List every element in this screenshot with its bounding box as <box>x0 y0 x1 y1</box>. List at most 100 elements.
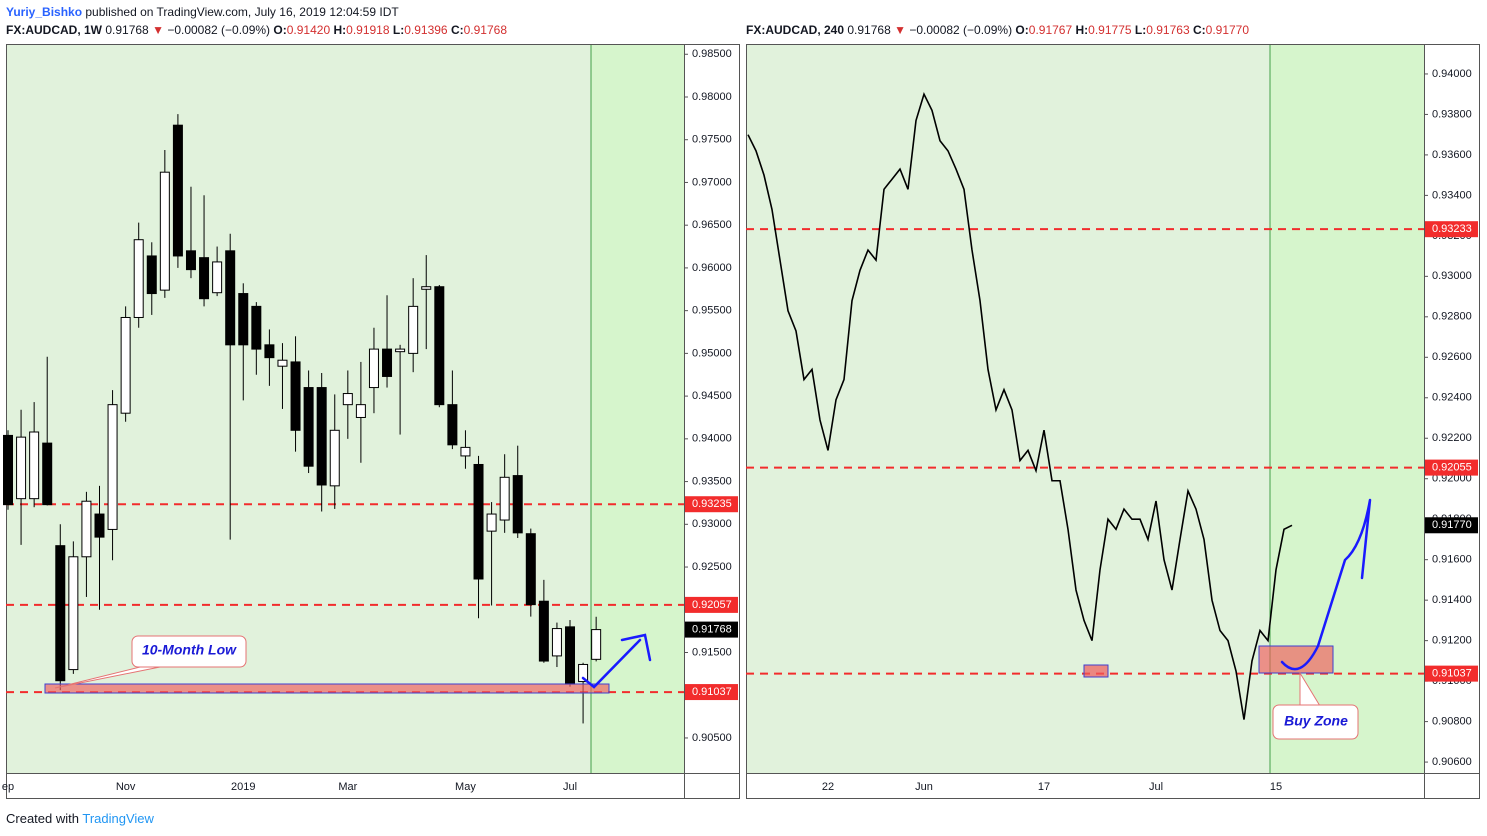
ohlc-value: 0.91775 <box>1088 23 1132 37</box>
level-label-box <box>685 496 738 513</box>
candle-body <box>251 305 262 350</box>
price-line <box>747 92 1293 720</box>
y-tick-label: 0.93000 <box>692 518 732 530</box>
candle-body <box>212 261 223 294</box>
x-tick-label: Jul <box>1149 781 1163 793</box>
brand[interactable]: TradingView <box>82 811 154 826</box>
candle-body <box>368 348 379 389</box>
y-tick-label: 0.90500 <box>692 732 732 744</box>
y-tick-label: 0.97500 <box>692 134 732 146</box>
candle-body <box>264 344 275 359</box>
projection-arrow <box>581 633 652 689</box>
candle-body <box>434 286 445 406</box>
y-tick-label: 0.98500 <box>692 48 732 60</box>
candle-body <box>55 545 66 682</box>
candle-body <box>225 250 236 346</box>
ohlc-value: 0.91918 <box>346 23 390 37</box>
candle-body <box>316 387 327 486</box>
candle-body <box>447 404 458 446</box>
direction: ▼ <box>894 23 906 37</box>
future-zone <box>591 44 684 773</box>
x-tick-label: 22 <box>822 781 834 793</box>
candle-body <box>16 436 27 500</box>
y-tick-label: 0.91500 <box>692 646 732 658</box>
ohlc-key: O: <box>1015 23 1029 37</box>
callout-text: Buy Zone <box>1284 713 1348 729</box>
y-tick-label: 0.91600 <box>1432 554 1472 566</box>
candle-body <box>29 431 40 500</box>
y-tick-label: 0.92800 <box>1432 311 1472 323</box>
chart-frame <box>746 44 1480 799</box>
candle-body <box>591 629 602 660</box>
y-tick-label: 0.96000 <box>692 262 732 274</box>
candle-body <box>525 533 536 606</box>
direction: ▼ <box>152 23 164 37</box>
info-line: FX:AUDCAD, 1W 0.91768 ▼ −0.00082 (−0.09%… <box>6 23 507 37</box>
candle-body <box>3 434 13 506</box>
level-label: 0.93233 <box>1432 223 1472 235</box>
level-label: 0.92057 <box>692 599 732 611</box>
callout-text: 10-Month Low <box>142 642 237 658</box>
publish-line: Yuriy_Bishko published on TradingView.co… <box>6 5 399 19</box>
candle-body <box>107 404 118 530</box>
ohlc-key: L: <box>1134 23 1147 37</box>
x-tick-label: May <box>455 781 476 793</box>
ohlc-key: O: <box>273 23 287 37</box>
chart-frame <box>6 44 740 799</box>
y-tick-label: 0.91400 <box>1432 594 1472 606</box>
candle-body <box>277 359 288 367</box>
level-label: 0.92055 <box>1432 462 1472 474</box>
y-tick-label: 0.96500 <box>692 219 732 231</box>
ohlc-value: 0.91396 <box>404 23 448 37</box>
ohlc-value: 0.91763 <box>1146 23 1190 37</box>
y-tick-label: 0.93600 <box>1432 149 1472 161</box>
candle-body <box>290 361 301 431</box>
candle-body <box>382 348 393 377</box>
y-tick-label: 0.94500 <box>692 390 732 402</box>
info-line: FX:AUDCAD, 240 0.91768 ▼ −0.00082 (−0.09… <box>746 23 1249 37</box>
published: published on TradingView.com, July 16, 2… <box>85 5 399 19</box>
level-label: 0.91037 <box>1432 668 1472 680</box>
x-tick-label: 2019 <box>231 781 255 793</box>
change: −0.00082 (−0.09%) <box>167 23 271 37</box>
x-tick-label: ep <box>2 781 14 793</box>
ohlc-key: C: <box>450 23 464 37</box>
candle-body <box>395 348 406 353</box>
y-tick-label: 0.94000 <box>692 433 732 445</box>
candle-body <box>303 387 314 467</box>
projection-arrow <box>1280 498 1372 671</box>
ohlc-key: L: <box>392 23 405 37</box>
candle-body <box>199 257 210 300</box>
y-tick-label: 0.93800 <box>1432 108 1472 120</box>
y-tick-label: 0.93400 <box>1432 189 1472 201</box>
y-tick-label: 0.95500 <box>692 305 732 317</box>
y-tick-label: 0.91200 <box>1432 635 1472 647</box>
last-price-label: 0.91768 <box>692 623 732 635</box>
candle-body <box>329 429 340 487</box>
candle-body <box>408 305 419 354</box>
level-label-box <box>685 684 738 701</box>
level-label-box <box>1425 459 1478 476</box>
y-tick-label: 0.98000 <box>692 91 732 103</box>
level-label-box <box>1425 221 1478 238</box>
candle-body <box>81 500 92 558</box>
candle-body <box>120 316 131 414</box>
candle-body <box>159 171 170 291</box>
symbol: FX:AUDCAD, 1W <box>6 23 102 37</box>
support-zone <box>44 683 610 694</box>
x-tick-label: 17 <box>1038 781 1050 793</box>
candle-body <box>146 255 157 295</box>
candle-body <box>551 628 562 657</box>
level-label: 0.93235 <box>692 498 732 510</box>
author[interactable]: Yuriy_Bishko <box>6 5 83 19</box>
candle-body <box>565 626 576 685</box>
y-tick-label: 0.97000 <box>692 176 732 188</box>
change: −0.00082 (−0.09%) <box>909 23 1013 37</box>
ohlc-key: H: <box>333 23 347 37</box>
candle-body <box>342 393 353 406</box>
candle-body <box>42 442 53 506</box>
callout-box <box>1272 704 1359 740</box>
last-price-label: 0.91770 <box>1432 519 1472 531</box>
